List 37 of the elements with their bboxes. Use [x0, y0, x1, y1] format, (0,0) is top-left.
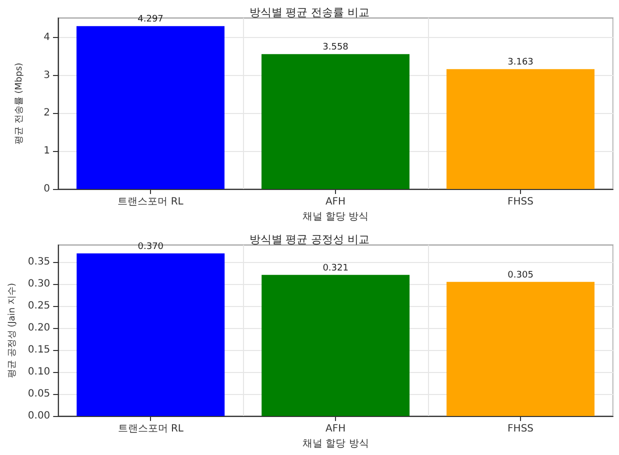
y-tick-label: 0.00 [28, 410, 50, 422]
data-label: 4.297 [138, 14, 164, 25]
bar [76, 253, 225, 416]
x-axis-title: 채널 할당 방식 [302, 438, 369, 450]
y-tick-label: 2 [44, 108, 50, 119]
bar [262, 54, 410, 189]
y-tick-label: 1 [44, 146, 50, 157]
y-tick-label: 3 [44, 70, 50, 81]
y-tick-label: 0.20 [28, 322, 50, 334]
y-tick-label: 0.30 [28, 278, 50, 290]
x-tick-label: 트랜스포머 RL [118, 424, 184, 434]
bar [446, 69, 594, 189]
data-label: 0.321 [322, 263, 348, 274]
y-axis-title: 평균 공정성 (Jain 지수) [8, 283, 18, 378]
chart-title: 방식별 평균 전송률 비교 [249, 6, 370, 19]
x-tick-label: AFH [326, 424, 346, 434]
x-tick-label: FHSS [508, 196, 534, 208]
chart-title: 방식별 평균 공정성 비교 [249, 233, 370, 246]
data-label: 3.163 [508, 58, 534, 68]
x-tick-label: 트랜스포머 RL [118, 196, 184, 208]
y-tick-label: 0.10 [28, 366, 50, 378]
bar [262, 274, 410, 416]
y-tick-label: 0 [44, 184, 50, 194]
x-tick-label: AFH [325, 196, 346, 208]
y-tick-label: 0.05 [28, 388, 50, 400]
bar [76, 26, 224, 189]
y-tick-label: 4 [44, 32, 50, 43]
bar [446, 282, 595, 416]
y-axis-title: 평균 전송률 (Mbps) [14, 62, 24, 144]
y-tick-label: 0.25 [28, 300, 50, 312]
data-label: 3.558 [322, 42, 349, 53]
data-label: 0.305 [508, 270, 534, 280]
x-axis-title: 채널 할당 방식 [302, 211, 369, 222]
y-tick-label: 0.35 [28, 256, 50, 268]
data-label: 0.370 [138, 242, 164, 252]
y-tick-label: 0.15 [28, 344, 50, 356]
x-tick-label: FHSS [508, 424, 534, 434]
